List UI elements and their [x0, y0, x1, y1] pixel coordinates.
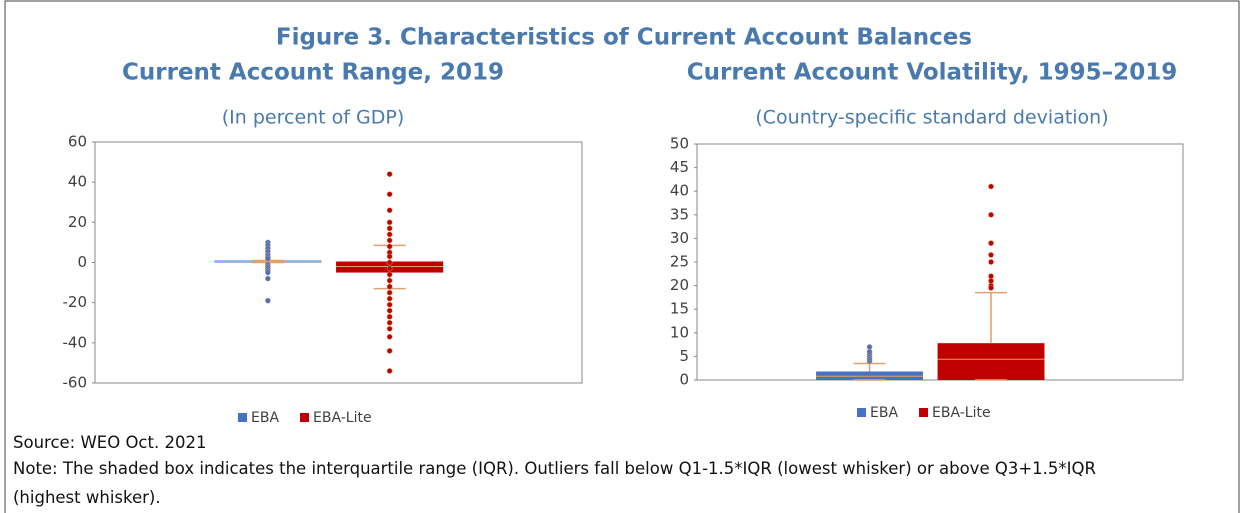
- outlier: [386, 333, 393, 340]
- source: Source: WEO Oct. 2021: [13, 433, 207, 452]
- y-tick-label: 5: [679, 347, 689, 365]
- outlier: [866, 348, 873, 355]
- outlier: [988, 273, 994, 280]
- outlier: [386, 295, 393, 302]
- outlier: [386, 325, 393, 332]
- y-tick-label: 20: [68, 213, 87, 231]
- outlier: [988, 278, 994, 284]
- outlier: [386, 265, 393, 272]
- figure-title: Figure 3. Characteristics of Current Acc…: [276, 25, 972, 51]
- outlier: [988, 252, 994, 258]
- y-tick-label: -40: [63, 333, 88, 351]
- outlier: [265, 297, 271, 304]
- outlier: [386, 368, 393, 374]
- y-tick-label: 25: [670, 253, 689, 271]
- outlier: [386, 237, 393, 244]
- box: [937, 343, 1045, 380]
- outlier: [988, 240, 994, 246]
- outlier: [386, 301, 393, 308]
- outlier: [386, 231, 393, 238]
- figure-border: [4, 0, 1240, 513]
- outlier: [386, 171, 393, 177]
- outlier: [386, 283, 393, 290]
- legend-swatch: [919, 408, 928, 417]
- outlier: [386, 307, 393, 314]
- outlier: [386, 225, 393, 232]
- y-tick-label: -20: [63, 293, 88, 311]
- outlier: [386, 243, 393, 250]
- y-tick-label: 40: [670, 182, 689, 200]
- chart-title: Current Account Range, 2019: [122, 60, 504, 86]
- y-tick-label: 35: [670, 205, 689, 223]
- y-tick-label: 0: [679, 371, 689, 389]
- outlier: [386, 207, 393, 214]
- y-tick-label: 10: [670, 323, 689, 341]
- chart-title: Current Account Volatility, 1995–2019: [687, 60, 1177, 86]
- legend-label: EBA-Lite: [313, 410, 372, 426]
- outlier: [386, 191, 393, 198]
- chart-subtitle: (Country-specific standard deviation): [755, 107, 1108, 129]
- legend-swatch: [300, 413, 309, 422]
- y-tick-label: 15: [670, 300, 689, 318]
- y-tick-label: 50: [670, 135, 689, 153]
- outlier: [386, 259, 393, 266]
- legend-swatch: [238, 413, 247, 422]
- y-tick-label: 0: [77, 253, 87, 271]
- y-tick-label: 20: [670, 276, 689, 294]
- outlier: [265, 269, 271, 276]
- outlier: [988, 259, 994, 265]
- outlier: [866, 344, 873, 350]
- outlier: [386, 219, 393, 226]
- outlier: [386, 348, 393, 354]
- y-tick-label: 40: [68, 173, 87, 191]
- legend-label: EBA: [870, 405, 898, 421]
- y-tick-label: 45: [670, 158, 689, 176]
- legend-label: EBA-Lite: [932, 405, 991, 421]
- outlier: [265, 255, 271, 262]
- y-tick-label: -60: [63, 374, 88, 392]
- y-tick-label: 30: [670, 229, 689, 247]
- outlier: [386, 253, 393, 260]
- outlier: [386, 271, 393, 278]
- outlier: [265, 275, 271, 282]
- note: Note: The shaded box indicates the inter…: [13, 459, 1096, 507]
- outlier: [386, 319, 393, 326]
- outlier: [988, 285, 994, 291]
- y-tick-label: 60: [68, 133, 87, 151]
- outlier: [386, 313, 393, 320]
- legend-label: EBA: [251, 410, 279, 426]
- outlier: [988, 211, 994, 218]
- chart-subtitle: (In percent of GDP): [222, 107, 405, 129]
- outlier: [386, 289, 393, 296]
- outlier: [386, 277, 393, 284]
- legend-swatch: [857, 408, 866, 417]
- outlier: [988, 183, 994, 190]
